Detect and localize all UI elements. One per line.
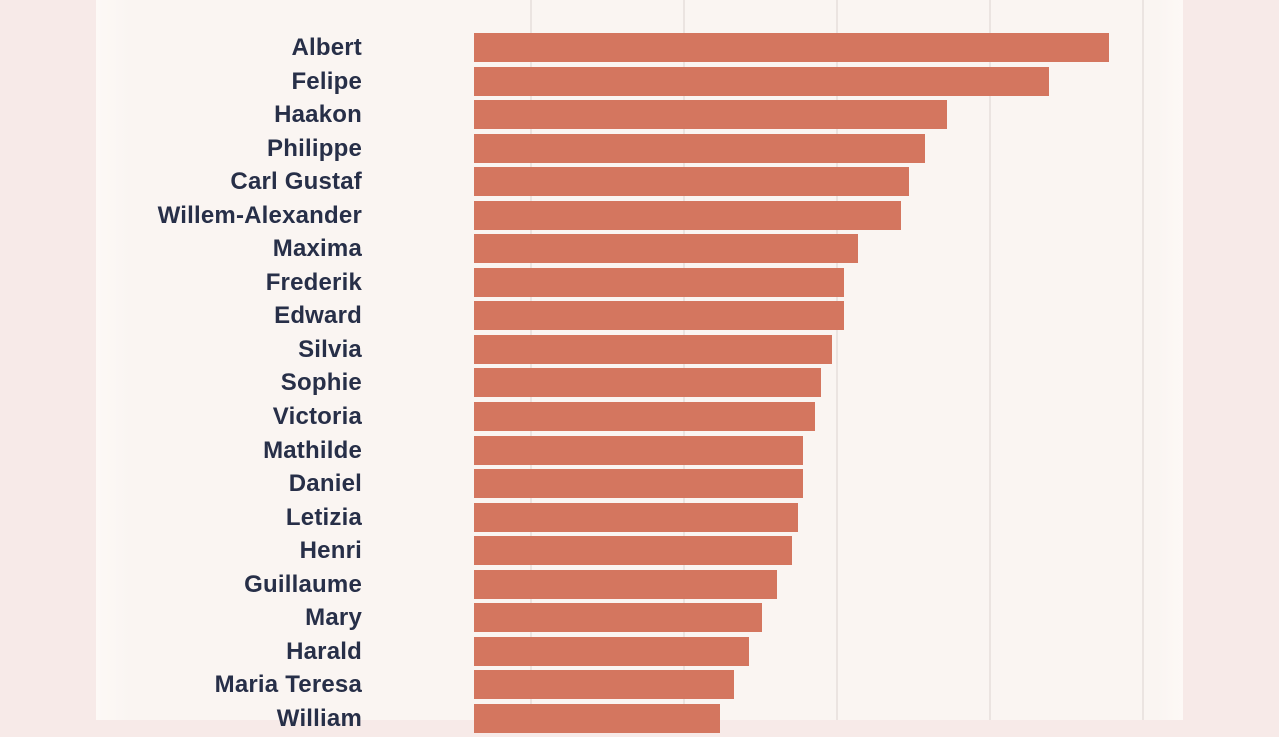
bar-track — [474, 66, 1183, 96]
bar — [474, 334, 832, 364]
bar-row: Albert — [96, 33, 1183, 67]
bar-row: Daniel — [96, 469, 1183, 503]
bar-track — [474, 100, 1183, 130]
bar — [474, 267, 844, 297]
bar-row: Maria Teresa — [96, 670, 1183, 704]
bar-label: Mathilde — [263, 436, 362, 464]
bar-track — [474, 133, 1183, 163]
bar — [474, 200, 901, 230]
bar-row: Carl Gustaf — [96, 167, 1183, 201]
bar-row: Letizia — [96, 502, 1183, 537]
bar — [474, 435, 803, 465]
bar-row: Willem-Alexander — [96, 200, 1183, 235]
bar-label: Felipe — [291, 67, 362, 95]
bar-label: Willem-Alexander — [157, 201, 362, 229]
bar — [474, 301, 844, 331]
bar-label: Philippe — [267, 134, 362, 162]
bar — [474, 100, 947, 130]
bar-label: Albert — [291, 34, 362, 61]
bar-label: Henri — [299, 537, 362, 565]
bar-track — [474, 267, 1183, 297]
bar-label: Edward — [274, 302, 362, 330]
bar-label: Letizia — [285, 503, 362, 531]
bar-row: Felipe — [96, 66, 1183, 101]
bar-label: Maxima — [272, 235, 362, 263]
bar-label: Harald — [286, 637, 362, 665]
bar-label: Victoria — [272, 403, 362, 431]
bar-row: Maxima — [96, 234, 1183, 268]
bar — [474, 33, 1109, 62]
bar-track — [474, 536, 1183, 566]
bar — [474, 670, 734, 700]
gridline — [836, 0, 838, 720]
bar-track — [474, 402, 1183, 432]
bar-label: Maria Teresa — [214, 671, 362, 699]
bar-track — [474, 502, 1183, 532]
bar-row: Philippe — [96, 133, 1183, 168]
bar-track — [474, 435, 1183, 465]
bar-label: Frederik — [265, 268, 362, 296]
bar — [474, 66, 1049, 96]
bar-label: Guillaume — [244, 570, 362, 598]
bar-track — [474, 569, 1183, 599]
bar-label: Carl Gustaf — [230, 168, 362, 196]
bar-label: Mary — [305, 604, 362, 632]
bar-label: Sophie — [280, 369, 362, 397]
bar-row: Harald — [96, 636, 1183, 671]
bar-track — [474, 670, 1183, 700]
bar-row: Guillaume — [96, 569, 1183, 604]
bar-row: Victoria — [96, 402, 1183, 436]
bar-track — [474, 636, 1183, 666]
bar-row: Sophie — [96, 368, 1183, 402]
bar — [474, 502, 798, 532]
bar-row: Frederik — [96, 267, 1183, 302]
bar-row: Haakon — [96, 100, 1183, 134]
bar-row: Mathilde — [96, 435, 1183, 470]
bar-row: Mary — [96, 603, 1183, 637]
bar-label: William — [276, 704, 362, 732]
bar-track — [474, 167, 1183, 197]
bar-track — [474, 603, 1183, 633]
bar-row: Silvia — [96, 334, 1183, 369]
bar-label: Daniel — [288, 470, 362, 498]
bar — [474, 234, 858, 264]
chart-panel: Albert Felipe Haakon Philippe Carl Gusta… — [96, 0, 1183, 733]
bar-track — [474, 33, 1183, 62]
bar-label: Haakon — [274, 101, 362, 129]
bar-track — [474, 200, 1183, 230]
bar-row: Henri — [96, 536, 1183, 570]
bar — [474, 636, 749, 666]
bar — [474, 133, 925, 163]
gridline — [1142, 0, 1144, 720]
bar — [474, 569, 777, 599]
bar-track — [474, 368, 1183, 398]
bar-chart: Albert Felipe Haakon Philippe Carl Gusta… — [96, 33, 1183, 737]
bar — [474, 536, 792, 566]
bar — [474, 603, 762, 633]
bar-track — [474, 469, 1183, 499]
bar-track — [474, 301, 1183, 331]
bar-track — [474, 334, 1183, 364]
bar-track — [474, 234, 1183, 264]
bar — [474, 703, 720, 733]
bar-track — [474, 703, 1183, 733]
bar — [474, 368, 821, 398]
bar — [474, 469, 803, 499]
bar-row: Edward — [96, 301, 1183, 335]
bar-row: William — [96, 703, 1183, 737]
bar — [474, 402, 815, 432]
bar — [474, 167, 909, 197]
bar-label: Silvia — [298, 335, 362, 363]
gridline — [989, 0, 991, 720]
